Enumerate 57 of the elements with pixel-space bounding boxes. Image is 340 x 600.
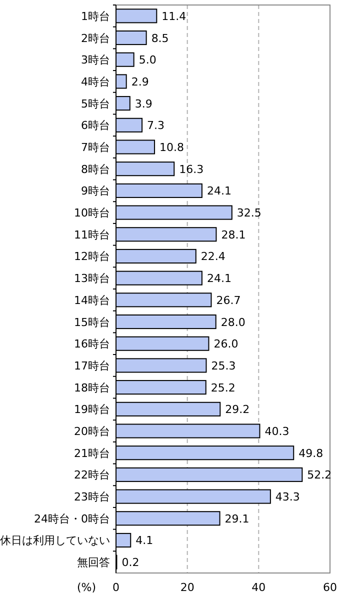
data-label: 49.8 (298, 446, 324, 460)
y-tick-label: 18時台 (74, 381, 110, 394)
data-label: 29.2 (225, 403, 250, 416)
data-label: 24.1 (206, 184, 232, 198)
data-label: 16.3 (179, 162, 204, 176)
data-label: 43.3 (275, 490, 300, 504)
x-tick-label: 60 (323, 581, 337, 594)
y-tick-label: 9時台 (81, 184, 110, 198)
data-label: 4.1 (136, 534, 154, 548)
data-label: 2.9 (131, 75, 149, 88)
data-label: 40.3 (264, 425, 290, 438)
data-label: 26.0 (214, 338, 238, 351)
y-tick-label: 24時台・0時台 (34, 512, 110, 526)
y-tick-label: 15時台 (74, 316, 110, 329)
y-tick-label: 12時台 (74, 250, 110, 264)
data-label: 7.3 (147, 119, 165, 132)
y-tick-label: 22時台 (74, 468, 110, 482)
y-tick-label: 21時台 (74, 446, 110, 460)
y-tick-label: 6時台 (81, 119, 110, 132)
data-label: 22.4 (200, 250, 226, 264)
y-tick-label: 無回答 (77, 556, 110, 570)
y-tick-label: 20時台 (74, 425, 110, 438)
data-label: 5.0 (138, 54, 156, 67)
y-tick-label: 19時台 (74, 403, 110, 416)
data-label: 11.4 (162, 10, 186, 23)
data-label: 52.2 (307, 468, 332, 482)
y-tick-label: 5時台 (81, 97, 110, 110)
y-tick-label: 16時台 (74, 338, 110, 351)
y-tick-label: 7時台 (81, 141, 110, 154)
data-label: 0.2 (122, 556, 140, 570)
data-label: 26.7 (216, 294, 241, 307)
data-label: 29.1 (224, 512, 250, 526)
x-tick-label: 0 (112, 581, 120, 594)
x-tick-label: 20 (180, 581, 194, 594)
data-label: 28.0 (220, 316, 246, 329)
data-label: 10.8 (160, 141, 184, 154)
data-label: 3.9 (134, 97, 152, 110)
y-tick-label: 23時台 (74, 490, 110, 504)
y-tick-label: 2時台 (81, 32, 110, 45)
data-label: 25.2 (210, 381, 236, 394)
y-tick-label: 14時台 (74, 294, 110, 307)
y-tick-label: 17時台 (74, 359, 110, 372)
y-tick-label: 8時台 (81, 162, 110, 176)
y-tick-label: 1時台 (81, 10, 110, 23)
x-axis-title: (%) (76, 581, 96, 594)
y-tick-label: 10時台 (74, 206, 110, 220)
data-label: 25.3 (211, 359, 236, 372)
data-label: 24.1 (206, 272, 232, 286)
x-tick-label: 40 (252, 581, 266, 594)
y-tick-label: 4時台 (81, 75, 110, 88)
y-tick-label: 3時台 (81, 54, 110, 67)
data-label: 8.5 (151, 32, 169, 45)
data-label: 32.5 (236, 206, 262, 220)
y-tick-label: 13時台 (74, 272, 110, 286)
y-tick-label: 休日は利用していない (0, 534, 110, 548)
data-label: 28.1 (221, 228, 246, 242)
y-tick-label: 11時台 (74, 228, 110, 242)
